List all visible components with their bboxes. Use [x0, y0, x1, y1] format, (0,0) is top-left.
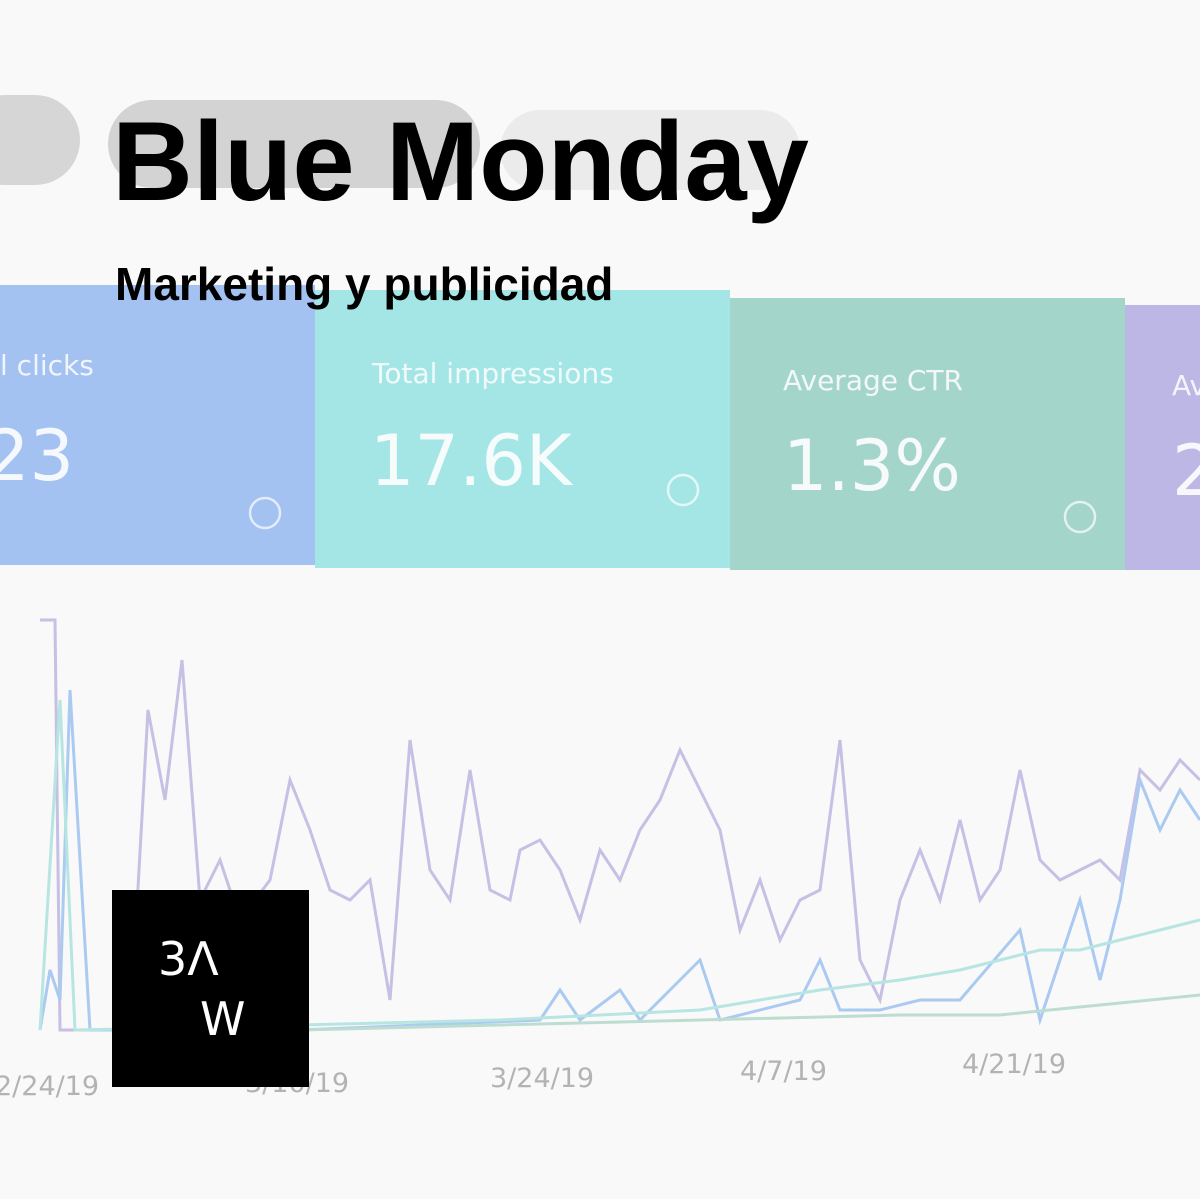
card-value: 23	[0, 415, 74, 497]
card-value: 17.6K	[370, 420, 574, 502]
pill	[500, 110, 800, 190]
card-label: l clicks	[0, 349, 94, 382]
date-label: 2/24/19	[0, 1071, 99, 1102]
subtitle: Marketing y publicidad	[115, 258, 613, 310]
date-label: 3/24/19	[490, 1063, 594, 1094]
card-label: Average CTR	[783, 364, 963, 397]
help-icons	[248, 473, 1097, 534]
card-value: 1.3%	[783, 425, 961, 507]
title: Blue Monday	[112, 99, 809, 224]
logo-box	[112, 890, 309, 1087]
logo-text: 3Λ	[158, 932, 219, 986]
logo-text: W	[200, 992, 245, 1046]
card-label: Av	[1172, 369, 1200, 402]
card-value: 2	[1172, 430, 1200, 512]
card	[1125, 305, 1200, 570]
card	[0, 285, 315, 565]
date-label: 4/7/19	[740, 1056, 827, 1087]
pill	[108, 100, 480, 188]
pill	[0, 95, 80, 185]
card-label: Total impressions	[371, 357, 614, 390]
card	[315, 290, 730, 568]
date-label: 4/21/19	[962, 1049, 1066, 1080]
card	[730, 298, 1125, 570]
